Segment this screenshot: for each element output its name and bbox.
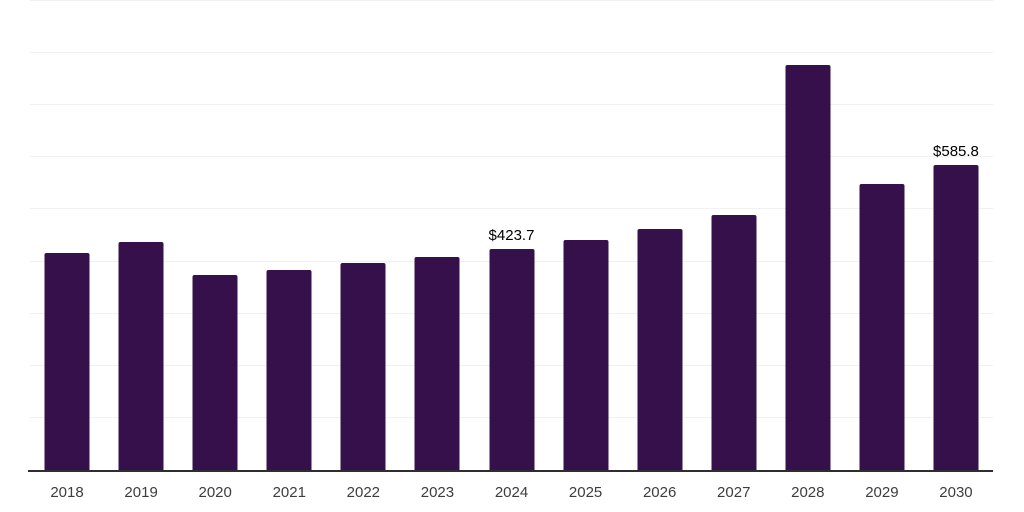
x-tick-label-2021: 2021 [272, 484, 306, 501]
bar-2022 [340, 263, 386, 470]
bar-2018 [44, 252, 90, 470]
x-axis-labels: 2018 2019 2020 2021 2022 2023 2024 2025 2026 2027… [30, 484, 993, 502]
bar-2023 [414, 256, 460, 470]
bar-group-2026 [623, 1, 697, 470]
x-tick-label-2019: 2019 [124, 484, 158, 501]
bar-group-2030: $585.8 [919, 1, 993, 470]
bar-group-2025 [549, 1, 623, 470]
bar-2028 [785, 64, 831, 470]
bar-value-label-2024: $423.7 [488, 227, 535, 245]
bar-2029 [859, 183, 905, 470]
bar-2027 [711, 214, 757, 470]
x-tick-label-2030: 2030 [939, 484, 973, 501]
x-tick-label-2018: 2018 [50, 484, 84, 501]
bar-2025 [563, 240, 609, 470]
x-axis-line [28, 470, 993, 472]
bar-group-2020 [178, 1, 252, 470]
bar-group-2024: $423.7 [474, 1, 548, 470]
bar-2019 [118, 242, 164, 470]
bar-value-label-2030: $585.8 [933, 142, 979, 160]
bar-group-2021 [252, 1, 326, 470]
bar-group-2023 [400, 1, 474, 470]
x-tick-label-2026: 2026 [642, 484, 677, 501]
x-tick-label-2022: 2022 [346, 484, 381, 501]
bar-group-2029 [845, 1, 919, 470]
x-tick-label-2025: 2025 [568, 484, 603, 501]
bar-2020 [192, 275, 238, 470]
x-tick-label-2028: 2028 [791, 484, 825, 501]
bar-group-2019 [104, 1, 178, 470]
bar-2030 [933, 164, 979, 470]
bar-group-2027 [697, 1, 771, 470]
gridline-800 [30, 52, 993, 54]
x-tick-label-2029: 2029 [865, 484, 899, 501]
x-tick-label-2027: 2027 [717, 484, 751, 501]
bar-group-2018 [30, 1, 104, 470]
gridline-600 [30, 156, 993, 158]
bar-2026 [637, 228, 683, 470]
bar-2024 [489, 249, 534, 470]
x-tick-label-2024: 2024 [494, 484, 529, 501]
bars-row: $423.7 $585.8 [30, 1, 993, 470]
x-tick-label-2020: 2020 [198, 484, 232, 501]
bar-2021 [266, 270, 312, 470]
gridline-900 [30, 0, 993, 1]
bar-group-2022 [326, 1, 400, 470]
gridline-700 [30, 104, 993, 106]
gridline-500 [30, 208, 993, 210]
bar-group-2028 [771, 1, 845, 470]
x-tick-label-2023: 2023 [420, 484, 455, 501]
plot-area: $423.7 $585.8 [30, 0, 993, 470]
